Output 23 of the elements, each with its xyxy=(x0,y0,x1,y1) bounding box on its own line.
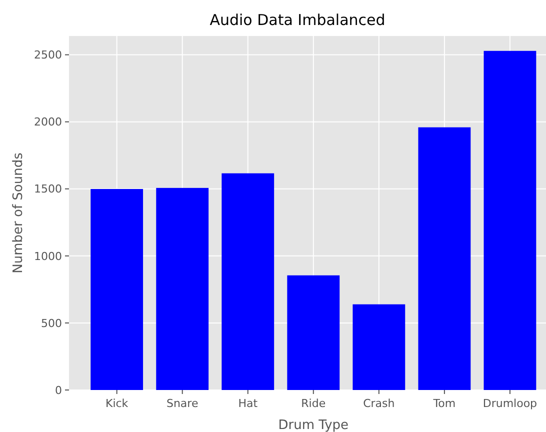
bar xyxy=(222,173,274,390)
bar xyxy=(352,304,406,390)
y-tick-label: 1500 xyxy=(34,182,62,196)
x-tick-label: Tom xyxy=(432,397,456,410)
x-tick-label: Crash xyxy=(363,397,395,410)
bar xyxy=(156,188,209,390)
bar xyxy=(418,127,471,390)
y-tick-label: 2500 xyxy=(34,48,62,62)
y-tick-label: 2000 xyxy=(34,116,62,129)
x-tick-label: Drumloop xyxy=(482,397,538,410)
chart-title: Audio Data Imbalanced xyxy=(210,11,386,29)
x-tick-label: Ride xyxy=(301,397,326,410)
bar xyxy=(484,50,536,390)
x-axis-title: Drum Type xyxy=(278,418,349,432)
y-tick-label: 0 xyxy=(55,384,62,397)
y-tick-label: 1000 xyxy=(34,250,62,263)
y-axis-title: Number of Sounds xyxy=(11,152,26,274)
bar xyxy=(287,275,340,390)
x-tick-label: Hat xyxy=(238,397,258,410)
y-tick-label: 500 xyxy=(41,316,62,330)
bar xyxy=(90,189,144,390)
x-tick-label: Snare xyxy=(166,397,198,410)
x-tick-label: Kick xyxy=(105,397,129,410)
